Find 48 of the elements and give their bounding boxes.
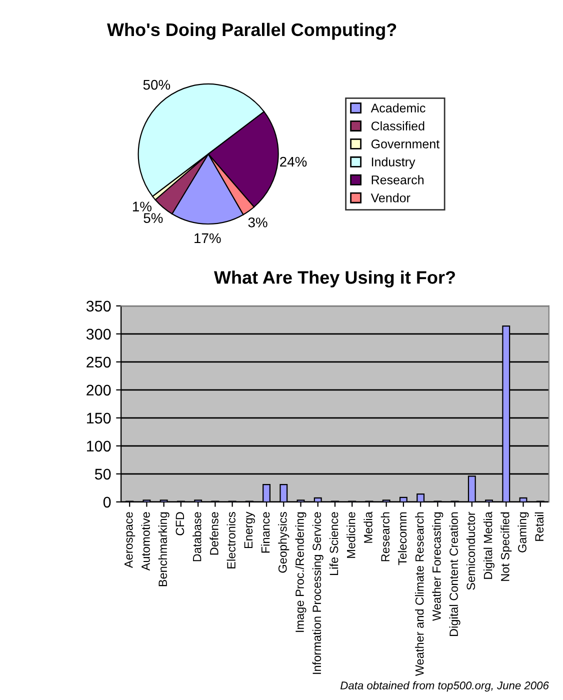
y-tick-label: 100: [87, 440, 111, 452]
x-tick-label: Database: [192, 512, 202, 562]
legend-label: Classified: [371, 121, 424, 130]
x-tick-label: Telecomm: [398, 512, 407, 566]
y-tick-label: 300: [86, 328, 111, 340]
x-tick-label: Media: [364, 512, 372, 543]
x-tick-label: Semiconductor: [466, 512, 476, 590]
x-tick-label: Digital Media: [484, 512, 495, 579]
y-tick-label: 150: [87, 412, 111, 424]
x-tick-label: Geophysics: [278, 512, 290, 573]
data-label: 1%: [132, 202, 152, 212]
y-tick-label: 50: [94, 468, 111, 480]
y-tick-label: 200: [86, 384, 111, 396]
x-tick-label: Medicine: [346, 512, 356, 558]
x-tick-label: Weather Forecasting: [432, 512, 444, 621]
y-tick-label: 0: [103, 496, 111, 508]
data-label: 17%: [194, 233, 221, 244]
x-tick-label: Energy: [244, 512, 255, 548]
x-tick-label: Image Proc./Rendering: [295, 512, 306, 632]
data-label: 50%: [143, 80, 170, 90]
x-tick-label: Electronics: [226, 512, 236, 568]
legend-label: Government: [371, 140, 440, 148]
x-tick-label: Digital Content Creation: [449, 512, 460, 636]
x-tick-label: Retail: [534, 512, 544, 541]
legend-label: Industry: [372, 157, 416, 169]
x-tick-label: Research: [380, 512, 390, 562]
legend-label: Academic: [370, 103, 426, 112]
chart-title: Who's Doing Parallel Computing?: [107, 22, 396, 40]
x-tick-label: Benchmarking: [158, 512, 170, 586]
x-tick-label: Aerospace: [124, 512, 136, 568]
y-tick-label: 350: [86, 300, 111, 312]
x-tick-label: CFD: [176, 512, 184, 536]
x-tick-label: Automotive: [141, 512, 150, 571]
x-tick-label: Life Science: [329, 512, 338, 575]
text: Data obtained from top500.org, June 2006: [340, 681, 549, 692]
x-tick-label: Defense: [210, 512, 218, 555]
legend-label: Vendor: [370, 193, 410, 202]
data-label: 5%: [144, 213, 163, 223]
data-label: 3%: [248, 218, 268, 228]
x-tick-label: Gaming: [518, 512, 529, 552]
x-tick-label: Not Specified: [500, 512, 512, 581]
x-tick-label: Weather and Climate Research: [415, 512, 424, 676]
y-tick-label: 250: [86, 356, 111, 368]
chart-title: What Are They Using it For?: [214, 270, 455, 288]
legend-label: Research: [372, 175, 424, 184]
x-tick-label: Finance: [261, 512, 270, 553]
x-tick-label: Information Processing Service: [312, 512, 324, 674]
data-label: 24%: [280, 156, 307, 167]
